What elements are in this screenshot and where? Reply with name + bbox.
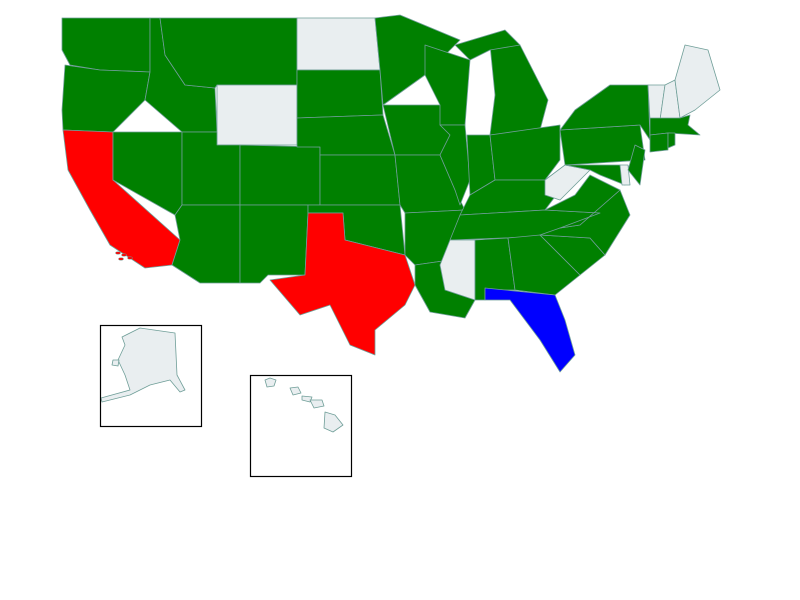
state-hi-part[interactable] <box>323 411 344 433</box>
state-ak[interactable] <box>100 327 186 403</box>
state-co[interactable] <box>239 144 321 206</box>
state-ma[interactable] <box>649 114 701 136</box>
state-nj[interactable] <box>627 144 646 186</box>
state-hi-part[interactable] <box>301 395 313 403</box>
state-ks[interactable] <box>319 154 401 206</box>
state-ca-island <box>118 257 124 261</box>
state-mt[interactable] <box>159 17 298 89</box>
state-wv[interactable] <box>544 164 591 201</box>
state-ca-island <box>121 253 127 257</box>
state-ca-island <box>127 256 133 260</box>
state-sd[interactable] <box>296 69 384 119</box>
hawaii-inset-frame <box>249 374 353 478</box>
state-de[interactable] <box>619 164 631 186</box>
state-hi[interactable] <box>264 377 277 388</box>
state-va[interactable] <box>544 174 621 229</box>
state-nc[interactable] <box>539 189 631 256</box>
state-ak-part[interactable] <box>111 359 120 367</box>
state-ca-island <box>115 251 121 255</box>
state-il[interactable] <box>439 124 471 206</box>
state-hi-part[interactable] <box>289 386 302 396</box>
state-hi-part[interactable] <box>309 399 325 409</box>
state-mi[interactable] <box>489 44 549 136</box>
state-md[interactable] <box>564 164 626 186</box>
state-or[interactable] <box>61 64 151 133</box>
states-layer <box>61 14 721 433</box>
state-oh[interactable] <box>489 124 561 181</box>
state-wa[interactable] <box>61 17 151 73</box>
state-ms[interactable] <box>439 239 476 301</box>
state-ri[interactable] <box>667 132 676 149</box>
state-az[interactable] <box>171 204 241 284</box>
state-nm[interactable] <box>239 204 309 284</box>
alaska-inset-frame <box>99 324 203 428</box>
state-me[interactable] <box>674 44 721 119</box>
state-fl[interactable] <box>484 287 576 373</box>
state-ct[interactable] <box>649 132 669 153</box>
state-wy[interactable] <box>216 84 298 146</box>
state-mi-part[interactable] <box>454 29 521 61</box>
state-ga[interactable] <box>507 234 581 296</box>
state-nd[interactable] <box>296 17 381 71</box>
state-tx[interactable] <box>269 212 416 356</box>
